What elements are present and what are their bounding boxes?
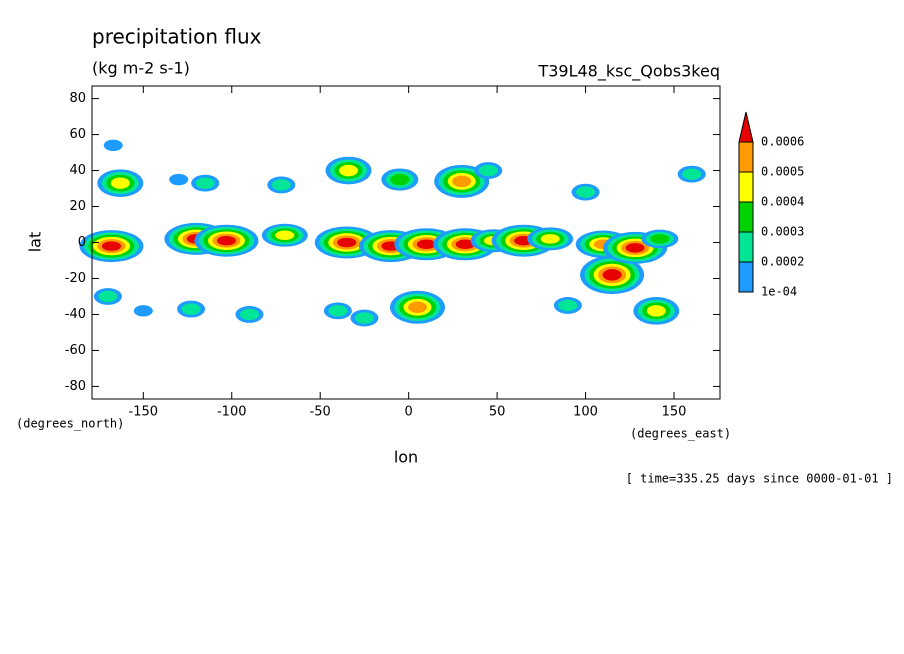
contour-blob [169,173,189,186]
y-tick-label: -40 [65,307,86,322]
contour-blob [101,241,121,251]
contour-blob [275,230,295,241]
y-unit: (degrees_north) [16,417,124,431]
colorbar-label: 0.0002 [761,255,804,269]
dataset-label: T39L48_ksc_Qobs3keq [537,62,720,82]
x-tick-label: -50 [310,405,331,420]
colorbar-box [738,201,754,233]
colorbar-box [738,231,754,263]
contour-blob [478,164,498,177]
y-tick-label: 80 [69,91,86,106]
colorbar-label: 0.0005 [761,165,804,179]
contour-blob [133,305,153,317]
x-tick-label: 100 [573,405,598,420]
x-unit: (degrees_east) [630,427,731,441]
x-axis-label: lon [394,448,418,467]
y-tick-label: 20 [69,199,86,214]
colorbar-label: 1e-04 [761,285,797,299]
x-tick-label: 0 [405,405,413,420]
y-tick-label: -20 [65,271,86,286]
contour-blob [416,239,436,250]
colorbar-label: 0.0006 [761,135,804,149]
x-tick-label: -150 [129,405,159,420]
y-tick-label: -60 [65,343,86,358]
y-tick-label: 60 [69,127,86,142]
contour-blob [682,168,702,180]
contour-blob [98,290,118,303]
contour-blob [103,139,123,152]
y-tick-label: -80 [65,379,86,394]
colorbar-box [738,141,754,173]
contour-blob [339,164,359,177]
contour-blob [452,175,472,188]
contour-blob [407,301,427,313]
chart-subtitle: (kg m-2 s-1) [92,59,190,78]
contour-blob [239,308,259,321]
contour-blob [455,239,475,250]
contour-blob [354,312,374,324]
colorbar-label: 0.0003 [761,225,804,239]
x-tick-label: -100 [217,405,247,420]
contour-blob [650,234,670,244]
y-tick-label: 0 [78,235,86,250]
contour-blob [602,269,622,281]
colorbar-box [738,171,754,203]
contour-blob [216,235,236,246]
contour-blob [328,305,348,317]
colorbar-label: 0.0004 [761,195,804,209]
y-axis-label: lat [26,232,45,253]
contour-blob [576,186,596,198]
contour-blob [558,299,578,312]
contour-blob [646,305,666,317]
contour-blob [110,177,130,189]
y-tick-label: 40 [69,163,86,178]
footer: [ time=335.25 days since 0000-01-01 ] [626,472,893,486]
contour-blob [181,303,201,315]
contour-blob [390,173,410,186]
contour-blob [540,234,560,244]
colorbar-arrow [738,111,754,143]
contour-blob [271,179,291,191]
contour-blob [195,177,215,189]
x-tick-label: 150 [662,405,687,420]
contour-blob [337,237,357,248]
chart-title: precipitation flux [92,25,262,49]
x-tick-label: 50 [489,405,506,420]
colorbar-box [738,261,754,293]
contour-blob [625,243,645,253]
